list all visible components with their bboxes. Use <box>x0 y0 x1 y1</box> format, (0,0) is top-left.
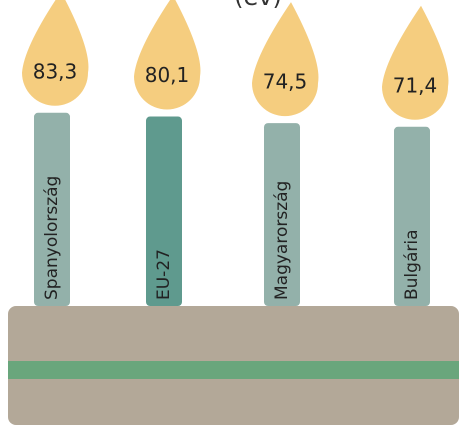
flame <box>252 2 319 117</box>
value-label: 83,3 <box>33 59 78 83</box>
value-label: 71,4 <box>393 73 438 97</box>
candle-label: Spanyolország <box>42 176 62 300</box>
candle <box>146 116 182 306</box>
candle-label: EU-27 <box>154 249 174 300</box>
candle <box>34 112 70 306</box>
chart-title: (év) <box>234 0 282 11</box>
candle <box>264 123 300 306</box>
value-label: 74,5 <box>263 70 308 94</box>
flame <box>22 0 89 106</box>
cake-stripe <box>8 361 459 379</box>
candle-label: Bulgária <box>402 230 422 301</box>
value-label: 80,1 <box>145 63 190 87</box>
candle <box>394 126 430 306</box>
flame <box>382 5 449 120</box>
candle-label: Magyarország <box>272 181 292 300</box>
flame <box>134 0 201 110</box>
